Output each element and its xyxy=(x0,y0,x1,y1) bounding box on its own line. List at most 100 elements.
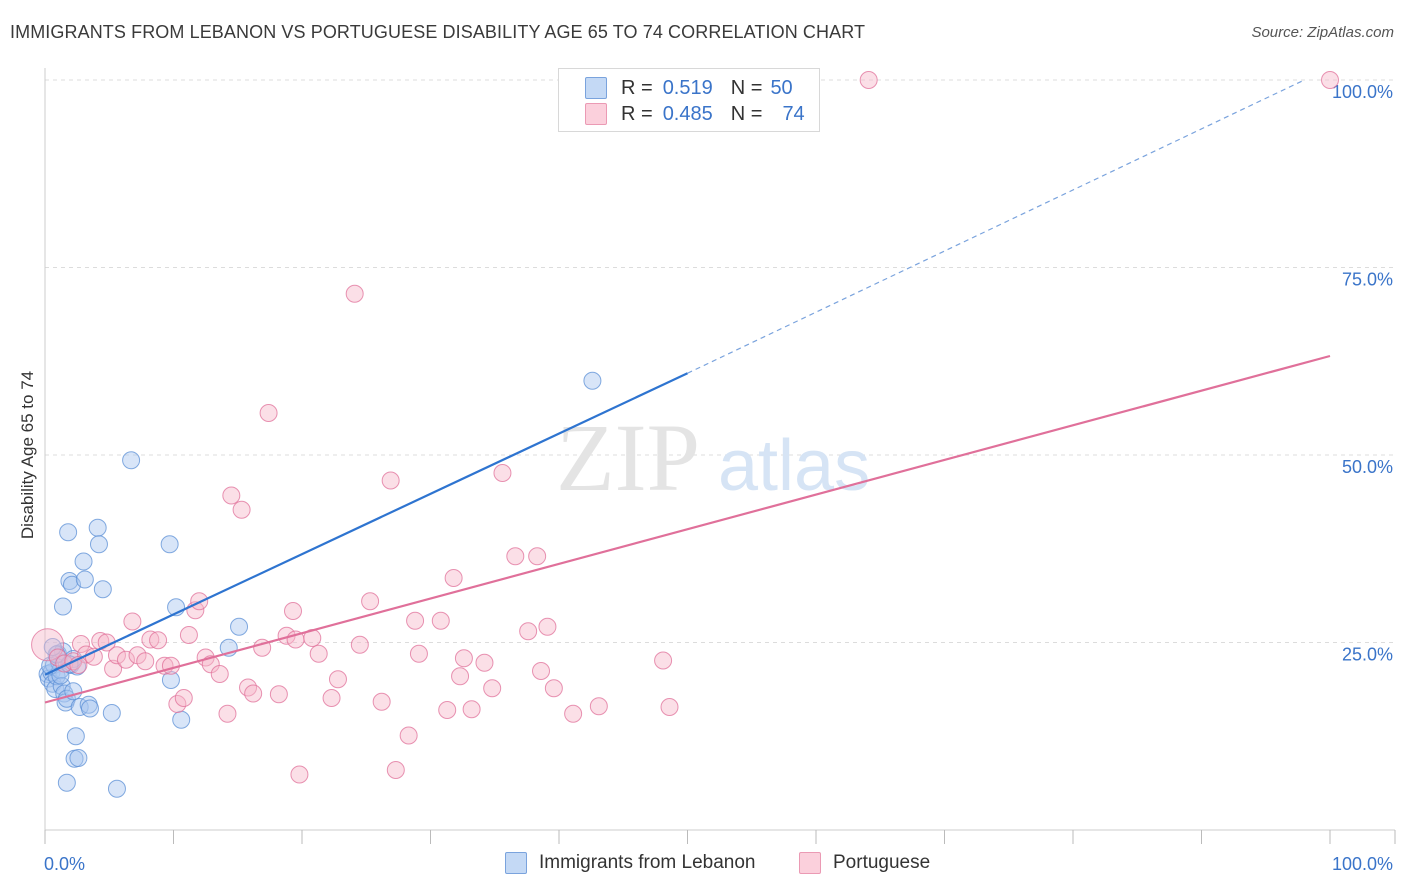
portuguese-point xyxy=(381,471,400,490)
portuguese-point xyxy=(589,697,608,716)
lebanon-point xyxy=(66,727,85,746)
legend-n-label: N = xyxy=(730,102,763,125)
portuguese-point xyxy=(107,646,126,665)
lebanon-point xyxy=(102,704,121,722)
portuguese-point xyxy=(372,692,391,711)
portuguese-point xyxy=(386,761,405,779)
portuguese-point xyxy=(544,679,563,698)
portuguese-point xyxy=(149,631,168,650)
legend-n-label: N = xyxy=(730,76,763,99)
watermark-zip: ZIP xyxy=(556,404,700,511)
portuguese-point xyxy=(859,71,878,89)
lebanon-point xyxy=(57,773,76,792)
portuguese-point xyxy=(399,726,418,745)
portuguese-point xyxy=(538,617,557,636)
lebanon-point xyxy=(122,451,141,470)
lebanon-point xyxy=(583,371,602,390)
portuguese-point xyxy=(141,630,160,649)
lebanon-point xyxy=(75,570,94,589)
portuguese-trend-line xyxy=(44,354,1331,704)
portuguese-point xyxy=(104,659,123,678)
chart-title: IMMIGRANTS FROM LEBANON VS PORTUGUESE DI… xyxy=(10,22,866,42)
lebanon-trend-extension xyxy=(687,79,1305,374)
lebanon-point xyxy=(230,617,249,636)
lebanon-point xyxy=(93,580,112,599)
source-label: Source: ZipAtlas.com xyxy=(1251,24,1394,41)
legend-swatch-lebanon xyxy=(585,77,607,99)
portuguese-point xyxy=(345,284,364,303)
legend-r-value: 0.519 xyxy=(662,76,713,99)
portuguese-point xyxy=(71,635,90,653)
portuguese-point xyxy=(361,592,380,611)
portuguese-point xyxy=(462,700,481,719)
legend-r-label: R = xyxy=(621,76,653,99)
portuguese-point xyxy=(431,611,450,630)
portuguese-point xyxy=(269,685,288,704)
portuguese-point xyxy=(174,689,193,707)
portuguese-point xyxy=(409,644,428,663)
lebanon-point xyxy=(53,597,72,616)
lebanon-point xyxy=(69,749,88,767)
portuguese-point xyxy=(532,662,551,680)
portuguese-point xyxy=(210,665,229,683)
portuguese-point xyxy=(328,670,347,689)
y-tick-label: 100.0% xyxy=(1332,82,1393,102)
portuguese-point xyxy=(123,612,142,631)
portuguese-point xyxy=(454,649,473,668)
legend-swatch-portuguese xyxy=(585,103,607,125)
portuguese-point xyxy=(451,667,470,686)
portuguese-point xyxy=(483,679,502,698)
lebanon-point xyxy=(172,710,191,729)
portuguese-point xyxy=(528,547,547,566)
portuguese-point xyxy=(406,611,425,630)
lebanon-point xyxy=(107,779,126,798)
lebanon-point xyxy=(59,523,78,542)
portuguese-point xyxy=(322,689,341,707)
portuguese-point xyxy=(284,602,303,620)
portuguese-point xyxy=(179,626,198,644)
legend-swatch-portuguese xyxy=(799,852,821,874)
portuguese-point xyxy=(475,653,494,672)
portuguese-point xyxy=(438,701,457,719)
legend-swatch-lebanon xyxy=(505,852,527,874)
legend-r-label: R = xyxy=(621,102,653,125)
watermark-atlas: atlas xyxy=(718,426,870,506)
lebanon-point xyxy=(74,552,93,571)
legend-label-lebanon: Immigrants from Lebanon xyxy=(539,852,756,873)
portuguese-point xyxy=(116,650,135,669)
portuguese-point xyxy=(232,500,251,519)
portuguese-point xyxy=(493,464,512,482)
legend-item-portuguese[interactable]: Portuguese xyxy=(799,852,930,874)
portuguese-point xyxy=(654,651,673,670)
portuguese-point xyxy=(290,765,309,784)
portuguese-point xyxy=(244,684,263,703)
portuguese-point xyxy=(259,404,278,422)
portuguese-point xyxy=(564,704,583,723)
portuguese-point xyxy=(31,628,65,662)
portuguese-point xyxy=(309,644,328,663)
portuguese-point xyxy=(161,656,180,675)
legend-row-lebanon: R = 0.519 N = 50 xyxy=(585,76,793,100)
series-legend: Immigrants from Lebanon Portuguese xyxy=(0,852,1406,876)
portuguese-point xyxy=(506,547,525,566)
legend-item-lebanon[interactable]: Immigrants from Lebanon xyxy=(505,852,756,874)
portuguese-point xyxy=(519,622,538,641)
lebanon-point xyxy=(89,535,108,554)
portuguese-point xyxy=(660,698,679,716)
lebanon-trend-line xyxy=(44,372,688,676)
portuguese-point xyxy=(350,635,369,654)
y-tick-label: 50.0% xyxy=(1342,457,1393,477)
y-tick-label: 25.0% xyxy=(1342,645,1393,665)
portuguese-point xyxy=(239,678,258,697)
legend-n-value: 74 xyxy=(782,102,805,125)
x-tick-label: 100.0% xyxy=(1332,854,1393,874)
lebanon-point xyxy=(160,535,179,554)
portuguese-point xyxy=(1321,71,1339,89)
lebanon-point xyxy=(43,638,62,656)
legend-n-value: 50 xyxy=(770,76,793,99)
portuguese-point xyxy=(136,652,155,671)
lebanon-point xyxy=(80,699,99,718)
legend-row-portuguese: R = 0.485 N = 74 xyxy=(585,102,805,126)
portuguese-point xyxy=(222,486,241,505)
